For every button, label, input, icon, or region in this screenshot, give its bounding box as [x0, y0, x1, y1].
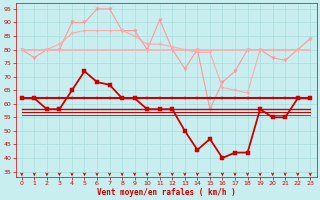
X-axis label: Vent moyen/en rafales ( km/h ): Vent moyen/en rafales ( km/h ): [97, 188, 236, 197]
